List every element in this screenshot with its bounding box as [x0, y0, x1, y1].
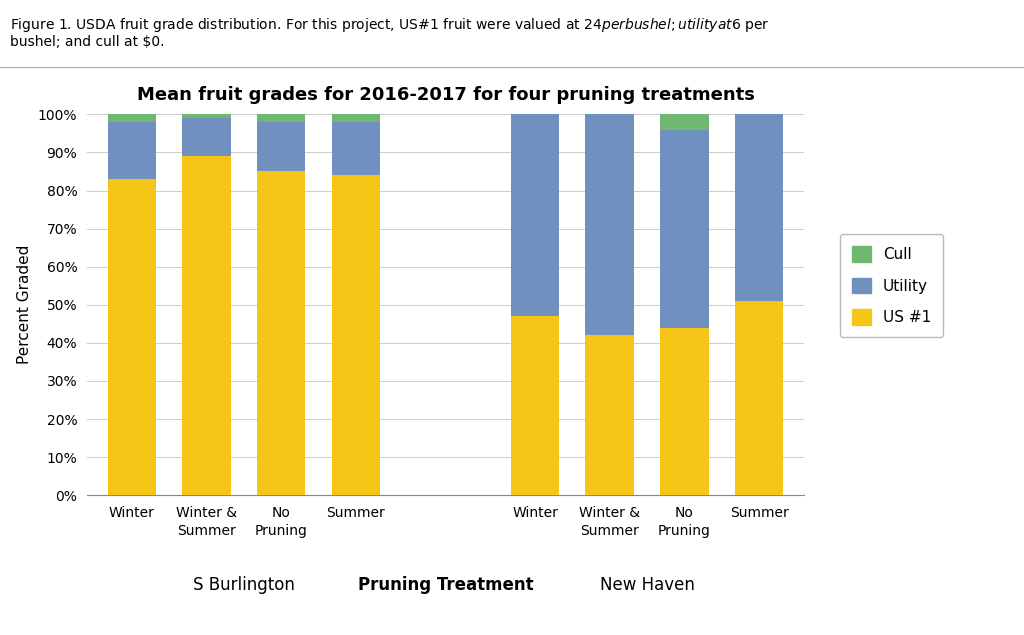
Bar — [257, 171, 305, 495]
Bar — [660, 328, 709, 495]
Bar — [108, 179, 156, 495]
Bar — [332, 122, 380, 175]
Bar — [586, 335, 634, 495]
Bar — [735, 114, 783, 301]
Bar — [182, 114, 230, 118]
Text: S Burlington: S Burlington — [193, 576, 295, 594]
Bar — [511, 316, 559, 495]
Title: Mean fruit grades for 2016-2017 for four pruning treatments: Mean fruit grades for 2016-2017 for four… — [136, 86, 755, 104]
Bar — [182, 156, 230, 495]
Bar — [257, 114, 305, 122]
Bar — [660, 130, 709, 328]
Bar — [182, 118, 230, 156]
Text: New Haven: New Haven — [600, 576, 694, 594]
Text: Figure 1. USDA fruit grade distribution. For this project, US#1 fruit were value: Figure 1. USDA fruit grade distribution.… — [10, 16, 770, 34]
Y-axis label: Percent Graded: Percent Graded — [17, 245, 33, 364]
Bar — [108, 122, 156, 179]
Bar — [108, 114, 156, 122]
Bar — [257, 122, 305, 171]
Bar — [586, 114, 634, 335]
Bar — [660, 114, 709, 130]
Bar — [332, 114, 380, 122]
Bar — [735, 301, 783, 495]
Text: bushel; and cull at $0.: bushel; and cull at $0. — [10, 35, 165, 49]
Bar — [332, 175, 380, 495]
Text: Pruning Treatment: Pruning Treatment — [357, 576, 534, 594]
Bar — [511, 114, 559, 316]
Legend: Cull, Utility, US #1: Cull, Utility, US #1 — [840, 234, 943, 337]
